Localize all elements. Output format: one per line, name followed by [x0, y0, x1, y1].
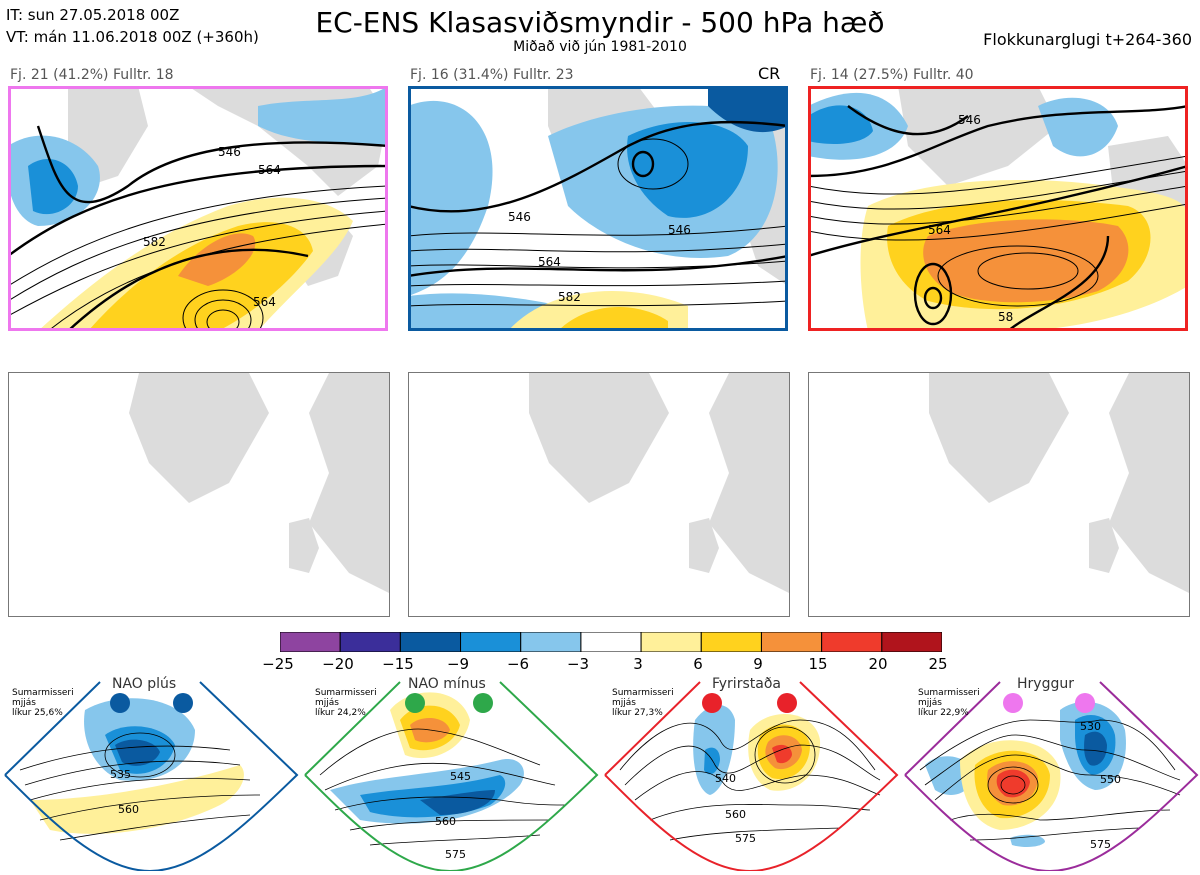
- colorbar-tick: 25: [928, 655, 948, 673]
- regime-season: Sumarmisseri: [315, 688, 377, 698]
- cluster-2-contour-label: 546: [508, 210, 531, 224]
- cluster-1-contour-label: 582: [143, 235, 166, 249]
- cluster-3-map: 546 564 58: [808, 86, 1188, 331]
- regime-title: Fyrirstaða: [712, 676, 781, 692]
- colorbar: [279, 631, 943, 653]
- regime-panel-nao-plus: 535 560 Sumarmisseri mjjás líkur 25,6% N…: [0, 676, 300, 873]
- cluster-2-contour-label: 546: [668, 223, 691, 237]
- regime-contour-label: 540: [715, 772, 736, 785]
- colorbar-segment: [339, 631, 401, 653]
- cluster-3-label: Fj. 14 (27.5%) Fulltr. 40: [810, 67, 974, 83]
- regime-freq: mjjás: [612, 698, 636, 708]
- colorbar-segment: [520, 631, 582, 653]
- valid-time: VT: mán 11.06.2018 00Z (+360h): [6, 28, 259, 46]
- cluster-2-frame: [408, 86, 788, 331]
- colorbar-segment: [640, 631, 702, 653]
- colorbar-segment: [399, 631, 462, 653]
- cluster-3-contour-label: 546: [958, 113, 981, 127]
- cluster-2-contour-label: 564: [538, 255, 561, 269]
- regime-info: Sumarmisseri mjjás líkur 22,9%: [918, 688, 980, 718]
- regime-info: Sumarmisseri mjjás líkur 27,3%: [612, 688, 674, 718]
- regime-contour-label: 575: [1090, 838, 1111, 851]
- regime-prob: líkur 27,3%: [612, 708, 663, 718]
- regime-title: NAO plús: [112, 676, 177, 692]
- run-info: IT: sun 27.05.2018 00Z VT: mán 11.06.201…: [6, 4, 259, 48]
- regime-title: Hryggur: [1017, 676, 1074, 692]
- colorbar-tick: 9: [753, 655, 763, 673]
- empty-map-2: [408, 372, 790, 617]
- cluster-2-contour-label: 582: [558, 290, 581, 304]
- empty-map-1: [8, 372, 390, 617]
- colorbar-tick: −15: [382, 655, 414, 673]
- cluster-1-contour-label: 546: [218, 145, 241, 159]
- regime-panel-ridge: 530 550 575 Sumarmisseri mjjás líkur 22,…: [900, 676, 1200, 873]
- colorbar-segment: [279, 631, 341, 653]
- colorbar-tick: −20: [322, 655, 354, 673]
- regime-contour-label: 560: [725, 808, 746, 821]
- cluster-3-contour-label: 564: [928, 223, 951, 237]
- colorbar-tick: 3: [633, 655, 643, 673]
- regime-title: NAO mínus: [408, 676, 486, 692]
- regime-season: Sumarmisseri: [918, 688, 980, 698]
- colorbar-segment: [580, 631, 642, 653]
- cluster-2-map: 546 546 564 582: [408, 86, 788, 331]
- cluster-1-frame: [8, 86, 388, 331]
- regime-contour-label: 530: [1080, 720, 1101, 733]
- colorbar-segment: [760, 631, 823, 653]
- colorbar-tick: 15: [808, 655, 828, 673]
- regime-freq: mjjás: [918, 698, 942, 708]
- cluster-1-contour-label: 564: [258, 163, 281, 177]
- regime-prob: líkur 25,6%: [12, 708, 63, 718]
- regime-season: Sumarmisseri: [12, 688, 74, 698]
- regime-freq: mjjás: [315, 698, 339, 708]
- regime-info: Sumarmisseri mjjás líkur 25,6%: [12, 688, 74, 718]
- colorbar-tick: −9: [446, 655, 470, 673]
- regime-contour-label: 560: [118, 803, 139, 816]
- cluster-3-contour-label: 58: [998, 310, 1013, 324]
- colorbar-tick: −3: [566, 655, 590, 673]
- colorbar-tick: 6: [693, 655, 703, 673]
- regime-prob: líkur 24,2%: [315, 708, 366, 718]
- colorbar-tick: −6: [506, 655, 530, 673]
- initial-time: IT: sun 27.05.2018 00Z: [6, 6, 180, 24]
- classification-window: Flokkunarglugi t+264-360: [983, 30, 1192, 49]
- cluster-3-frame: [808, 86, 1188, 331]
- regime-prob: líkur 22,9%: [918, 708, 969, 718]
- cluster-1-label: Fj. 21 (41.2%) Fulltr. 18: [10, 67, 174, 83]
- colorbar-segment: [460, 631, 522, 653]
- regime-freq: mjjás: [12, 698, 36, 708]
- regime-panel-nao-minus: 545 560 575 Sumarmisseri mjjás líkur 24,…: [300, 676, 600, 873]
- regime-contour-label: 545: [450, 770, 471, 783]
- colorbar-tick: −25: [262, 655, 294, 673]
- regime-contour-label: 575: [735, 832, 756, 845]
- regime-contour-label: 560: [435, 815, 456, 828]
- empty-map-3: [808, 372, 1190, 617]
- regime-info: Sumarmisseri mjjás líkur 24,2%: [315, 688, 377, 718]
- regime-contour-label: 575: [445, 848, 466, 861]
- colorbar-segment: [821, 631, 883, 653]
- colorbar-segment: [700, 631, 762, 653]
- regime-season: Sumarmisseri: [612, 688, 674, 698]
- cluster-1-contour-label: 564: [253, 295, 276, 309]
- regime-panel-blocking: 540 560 575 Sumarmisseri mjjás líkur 27,…: [600, 676, 900, 873]
- page-title: EC-ENS Klasasviðsmyndir - 500 hPa hæð: [315, 6, 885, 39]
- cr-tag: CR: [758, 64, 781, 83]
- regime-contour-label: 550: [1100, 773, 1121, 786]
- colorbar-segment: [881, 631, 943, 653]
- page-subtitle: Miðað við jún 1981-2010: [513, 39, 687, 55]
- cluster-1-map: 546 564 582 564: [8, 86, 388, 331]
- regime-contour-label: 535: [110, 768, 131, 781]
- cluster-2-label: Fj. 16 (31.4%) Fulltr. 23: [410, 67, 574, 83]
- colorbar-tick: 20: [868, 655, 888, 673]
